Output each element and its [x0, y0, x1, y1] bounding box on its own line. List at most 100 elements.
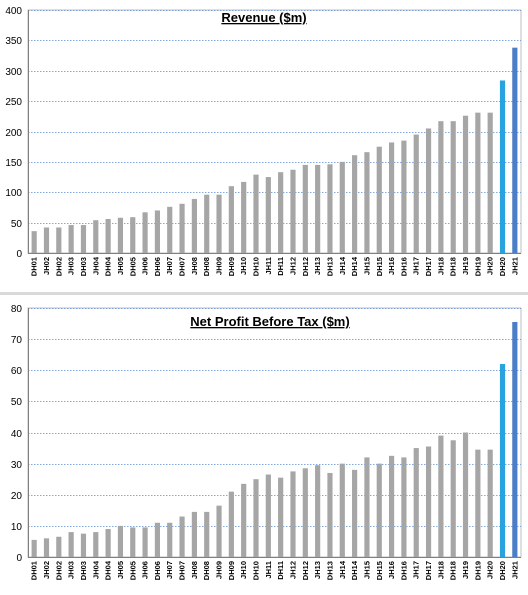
npbt-x-tick-label: DH04 — [104, 560, 113, 580]
npbt-bar-dh05 — [130, 527, 136, 557]
revenue-bar-jh09 — [216, 194, 222, 253]
revenue-bar-dh03 — [80, 225, 87, 253]
npbt-bar-jh08 — [191, 511, 197, 557]
revenue-bar-jh08 — [191, 198, 197, 253]
npbt-x-tick-label: JH08 — [190, 561, 199, 579]
revenue-x-tick-label: DH06 — [153, 257, 162, 276]
revenue-bar-jh05 — [117, 217, 124, 253]
npbt-x-tick-label: JH20 — [486, 561, 495, 579]
revenue-x-tick-label: JH03 — [67, 257, 76, 275]
revenue-bar-dh18 — [450, 121, 456, 253]
revenue-x-tick-label: JH20 — [486, 257, 495, 275]
revenue-x-tick-label: DH14 — [350, 256, 359, 276]
npbt-x-tick-label: JH14 — [338, 560, 347, 579]
revenue-y-tick-label: 150 — [5, 158, 22, 169]
revenue-x-tick-label: DH10 — [252, 257, 261, 276]
npbt-bar-dh14 — [352, 469, 358, 557]
npbt-bar-dh19 — [475, 449, 481, 557]
npbt-bar-jh10 — [241, 483, 247, 557]
npbt-bar-jh21 — [512, 322, 518, 557]
revenue-x-tick-label: JH05 — [116, 257, 125, 275]
npbt-chart-title: Net Profit Before Tax ($m) — [190, 314, 349, 329]
revenue-x-tick-label: DH09 — [227, 257, 236, 276]
npbt-x-tick-label: DH14 — [350, 560, 359, 580]
revenue-bar-jh12 — [290, 169, 296, 253]
npbt-x-tick-label: DH03 — [79, 561, 88, 580]
npbt-y-tick-label: 0 — [16, 553, 22, 564]
revenue-bar-jh10 — [241, 181, 247, 253]
revenue-bar-dh15 — [376, 146, 382, 253]
revenue-x-tick-label: JH19 — [461, 257, 470, 275]
npbt-x-tick-label: JH09 — [215, 561, 224, 579]
npbt-x-tick-label: JH02 — [42, 561, 51, 579]
revenue-x-tick-label: JH15 — [362, 257, 371, 275]
revenue-bar-jh13 — [315, 164, 321, 253]
revenue-bar-dh17 — [425, 128, 432, 253]
npbt-y-tick-label: 30 — [11, 460, 23, 471]
npbt-y-tick-label: 70 — [11, 335, 23, 346]
revenue-bar-dh07 — [179, 203, 185, 253]
revenue-x-tick-label: DH13 — [325, 257, 334, 276]
npbt-bar-jh11 — [265, 474, 271, 557]
npbt-y-tick-label: 50 — [11, 397, 23, 408]
revenue-x-tick-label: DH04 — [104, 256, 113, 276]
npbt-bar-dh11 — [278, 477, 284, 557]
revenue-chart-panel: Revenue ($m) 0 50 100 150 200 250 300 350 400 DH0… — [0, 0, 528, 290]
npbt-bar-jh16 — [388, 455, 395, 557]
revenue-x-tick-label: DH01 — [30, 257, 39, 276]
npbt-x-tick-label: DH13 — [325, 561, 334, 580]
revenue-x-tick-label: JH18 — [436, 257, 445, 275]
revenue-x-tick-label: JH17 — [412, 257, 421, 275]
npbt-x-tick-label: DH16 — [399, 561, 408, 580]
revenue-bar-jh04 — [93, 220, 99, 253]
revenue-bar-dh13 — [327, 164, 333, 253]
npbt-y-tick-label: 60 — [11, 366, 23, 377]
npbt-x-tick-label: JH03 — [67, 561, 76, 579]
revenue-bar-jh02 — [43, 227, 50, 253]
revenue-y-tick-label: 400 — [5, 6, 22, 17]
npbt-bar-dh12 — [302, 468, 308, 557]
revenue-x-tick-label: DH07 — [178, 257, 187, 276]
revenue-bar-jh07 — [167, 206, 173, 253]
revenue-x-tick-label: JH21 — [510, 257, 519, 275]
npbt-y-tick-label: 10 — [11, 522, 23, 533]
npbt-bar-dh17 — [425, 446, 432, 557]
revenue-bar-jh20 — [487, 112, 493, 253]
npbt-x-tick-label: JH19 — [461, 561, 470, 579]
npbt-x-tick-label: DH09 — [227, 561, 236, 580]
npbt-x-tick-label: DH06 — [153, 561, 162, 580]
npbt-bar-jh04 — [93, 532, 99, 557]
revenue-x-tick-label: JH09 — [215, 257, 224, 275]
revenue-bar-dh04 — [105, 218, 111, 253]
npbt-x-tick-label: DH17 — [424, 561, 433, 580]
npbt-x-tick-label: JH07 — [165, 561, 174, 579]
npbt-bar-jh18 — [438, 435, 444, 557]
revenue-y-tick-label: 300 — [5, 67, 22, 78]
revenue-bar-jh17 — [413, 134, 419, 253]
revenue-x-tick-label: DH16 — [399, 257, 408, 276]
panel-divider — [0, 292, 528, 295]
npbt-chart: Net Profit Before Tax ($m) 0 10 20 30 40 50 60… — [11, 304, 522, 580]
npbt-y-tick-label: 80 — [11, 304, 23, 315]
revenue-bar-jh21 — [512, 47, 518, 253]
npbt-x-tick-label: DH07 — [178, 561, 187, 580]
revenue-bar-jh18 — [438, 121, 444, 253]
npbt-bar-dh08 — [204, 511, 210, 557]
npbt-x-tick-label: JH05 — [116, 561, 125, 579]
npbt-bar-dh06 — [154, 522, 161, 557]
revenue-bar-dh20 — [499, 80, 506, 253]
npbt-x-tick-label: JH11 — [264, 561, 273, 579]
npbt-bar-jh06 — [142, 527, 148, 557]
revenue-bar-jh14 — [339, 161, 345, 253]
revenue-bar-jh03 — [68, 225, 74, 253]
npbt-chart-panel: Net Profit Before Tax ($m) 0 10 20 30 40 50 60… — [0, 297, 528, 595]
revenue-x-tick-label: JH12 — [288, 257, 297, 275]
npbt-x-tick-label: JH21 — [510, 561, 519, 579]
npbt-bar-dh04 — [105, 528, 111, 557]
revenue-bar-jh16 — [388, 142, 395, 253]
revenue-x-tick-label: DH19 — [473, 257, 482, 276]
revenue-chart-title: Revenue ($m) — [221, 10, 306, 25]
revenue-x-tick-label: JH08 — [190, 257, 199, 275]
npbt-bar-jh17 — [413, 448, 419, 557]
revenue-x-tick-label: JH10 — [239, 257, 248, 275]
